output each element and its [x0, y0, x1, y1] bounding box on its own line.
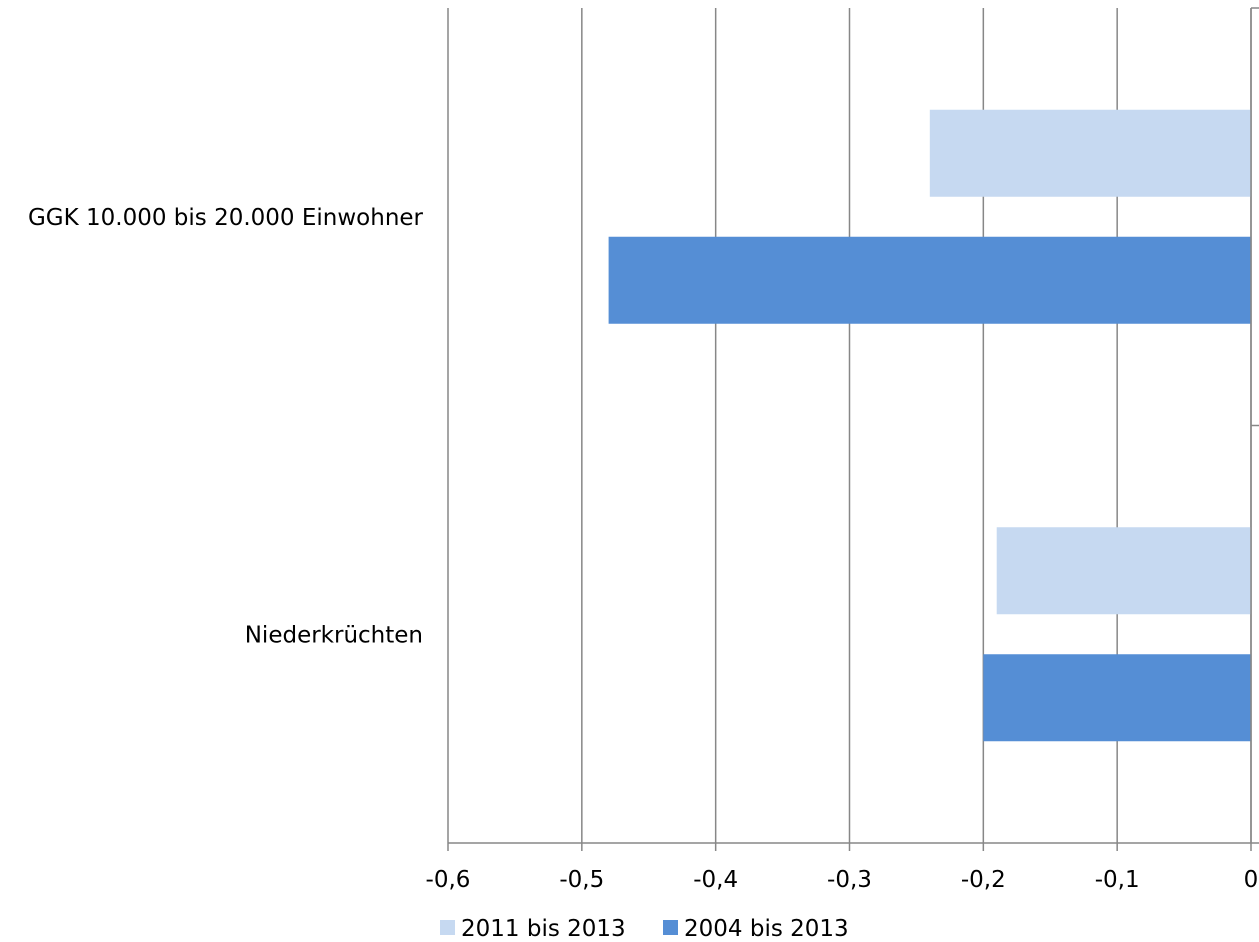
- bar-series-1: [929, 109, 1251, 197]
- category-label: Niederkrüchten: [245, 622, 423, 648]
- legend-swatch: [663, 920, 678, 935]
- legend: 2011 bis 2013 2004 bis 2013: [440, 916, 849, 942]
- x-tick-label: -0,4: [693, 867, 738, 893]
- x-tick-label: -0,1: [1095, 867, 1140, 893]
- x-tick-label: -0,5: [559, 867, 604, 893]
- x-tick-label: 0: [1244, 867, 1259, 893]
- bar-series-2: [608, 236, 1251, 324]
- bar-series-1: [996, 527, 1251, 615]
- legend-label: 2004 bis 2013: [684, 916, 849, 942]
- x-tick-label: -0,2: [961, 867, 1006, 893]
- x-tick-label: -0,3: [827, 867, 872, 893]
- category-label: GGK 10.000 bis 20.000 Einwohner: [28, 205, 424, 231]
- bar-series-2: [983, 654, 1251, 742]
- x-tick-label: -0,6: [426, 867, 471, 893]
- labels: -0,6 -0,5 -0,4 -0,3 -0,2 -0,1 0 GGK 10.000 bis …: [28, 205, 1258, 893]
- legend-swatch: [440, 920, 455, 935]
- bars: [608, 109, 1251, 742]
- legend-label: 2011 bis 2013: [461, 916, 626, 942]
- axes: [447, 7, 1259, 851]
